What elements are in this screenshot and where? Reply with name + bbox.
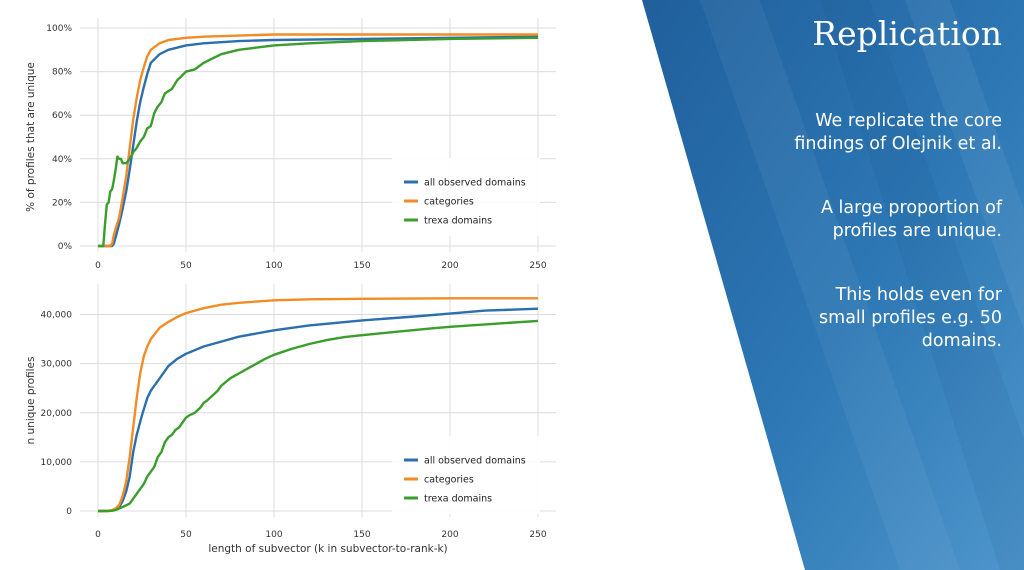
x-tick-label: 50 xyxy=(180,530,192,540)
panel-stripe-dark xyxy=(820,0,1024,570)
blue-side-panel xyxy=(642,0,1024,570)
chart-count: 0 50 100 150 200 250 0 10,000 20,000 30,000 40,000… xyxy=(25,284,556,555)
y-tick-label: 20% xyxy=(52,198,72,208)
legend-label: all observed domains xyxy=(424,178,526,189)
panel-stripe-faint xyxy=(905,0,1024,330)
y-tick-label: 100% xyxy=(46,24,72,34)
series-line-trexa-domains xyxy=(98,36,539,248)
legend-label: trexa domains xyxy=(424,216,492,227)
legend-label: trexa domains xyxy=(424,494,492,505)
y-tick-label: 30,000 xyxy=(41,360,73,370)
series-line-all-observed-domains xyxy=(98,35,539,248)
y-tick-label: 20,000 xyxy=(41,409,73,419)
legend: all observed domains categories trexa doma… xyxy=(392,158,540,236)
legend-box xyxy=(392,436,540,514)
bullet-small-profiles: This holds even for small profiles e.g. … xyxy=(819,285,1002,351)
panel-stripe-light xyxy=(700,0,960,570)
x-tick-label: 250 xyxy=(529,530,546,540)
x-tick-label: 50 xyxy=(180,261,192,271)
x-tick-label: 150 xyxy=(353,261,370,271)
y-axis-title: n unique profiles xyxy=(25,357,37,445)
bullet-unique-proportion: A large proportion of profiles are uniqu… xyxy=(820,198,1002,241)
y-tick-label: 40,000 xyxy=(41,311,73,321)
x-tick-label: 200 xyxy=(441,530,458,540)
chart-pct: 0 50 100 150 200 250 0% 20% 40% 60% 80% 100% % of pr… xyxy=(25,18,556,271)
x-tick-label: 150 xyxy=(353,530,370,540)
x-tick-label: 250 xyxy=(529,261,546,271)
series-line-categories xyxy=(98,33,538,248)
x-axis-title: length of subvector (k in subvector-to-r… xyxy=(208,543,447,555)
legend-label: categories xyxy=(424,197,474,208)
y-tick-label: 40% xyxy=(52,155,72,165)
y-tick-label: 0% xyxy=(58,242,73,252)
x-tick-label: 0 xyxy=(95,530,101,540)
legend-label: all observed domains xyxy=(424,456,526,467)
slide-title: Replication xyxy=(812,14,1002,53)
x-tick-label: 0 xyxy=(95,261,101,271)
y-tick-label: 10,000 xyxy=(41,458,73,468)
x-tick-label: 100 xyxy=(265,261,282,271)
x-tick-label: 100 xyxy=(265,530,282,540)
y-axis-title: % of profiles that are unique xyxy=(25,62,37,212)
legend-box xyxy=(392,158,540,236)
series-line-trexa-domains xyxy=(98,319,539,513)
x-tick-label: 200 xyxy=(441,261,458,271)
y-tick-label: 80% xyxy=(52,68,72,78)
legend: all observed domains categories trexa doma… xyxy=(392,436,540,514)
series-line-categories xyxy=(98,297,538,513)
bullet-replicate-findings: We replicate the core findings of Olejni… xyxy=(794,111,1002,154)
y-tick-label: 0 xyxy=(66,507,72,517)
y-tick-label: 60% xyxy=(52,111,72,121)
legend-label: categories xyxy=(424,475,474,486)
